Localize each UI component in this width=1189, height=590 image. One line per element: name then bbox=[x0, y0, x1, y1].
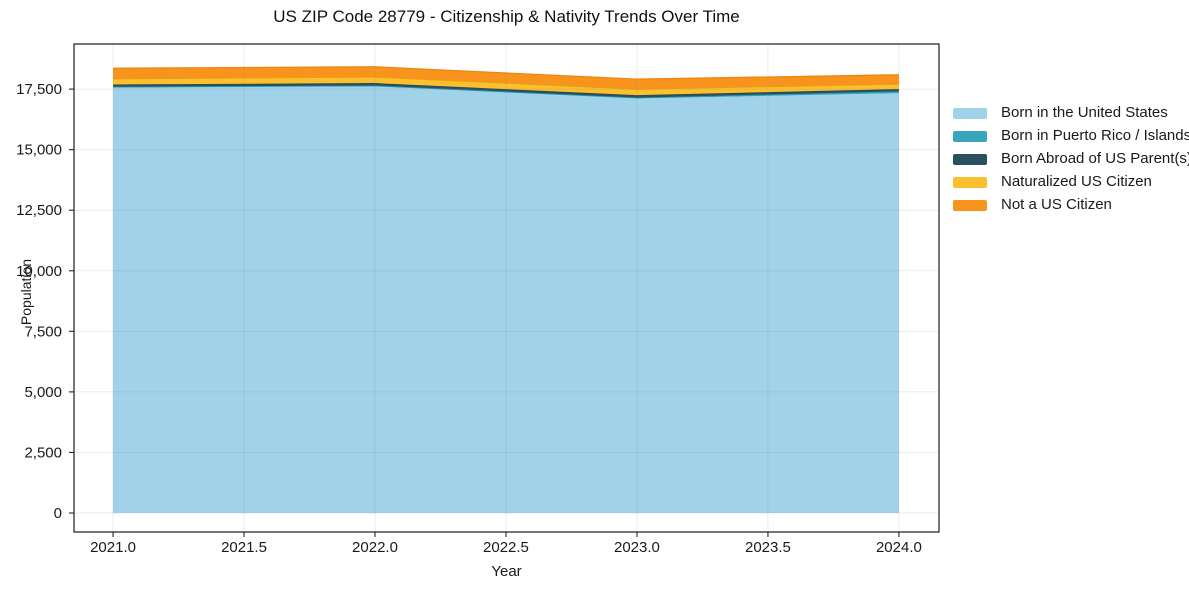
legend-swatch-icon bbox=[953, 130, 987, 142]
x-tick-label: 2024.0 bbox=[876, 539, 922, 556]
area-band-0 bbox=[113, 86, 899, 514]
legend-label: Born Abroad of US Parent(s) bbox=[1001, 150, 1189, 167]
legend-swatch-icon bbox=[953, 176, 987, 188]
x-axis-ticks: 2021.0 2021.5 2022.0 2022.5 2023.0 2023.5 2024… bbox=[90, 532, 922, 556]
x-tick-label: 2021.0 bbox=[90, 539, 136, 556]
area-series bbox=[113, 66, 899, 514]
area-band-4 bbox=[113, 66, 899, 90]
x-tick-label: 2021.5 bbox=[221, 539, 267, 556]
y-tick-label: 17,500 bbox=[16, 81, 62, 98]
legend-swatch-icon bbox=[953, 107, 987, 119]
legend-item-1: Born in Puerto Rico / Islands bbox=[953, 127, 1189, 145]
y-tick-label: 15,000 bbox=[16, 142, 62, 159]
legend-label: Not a US Citizen bbox=[1001, 196, 1112, 213]
x-tick-label: 2022.5 bbox=[483, 539, 529, 556]
legend-swatch-icon bbox=[953, 153, 987, 165]
y-axis-label: Population bbox=[18, 258, 34, 326]
legend-item-3: Naturalized US Citizen bbox=[953, 173, 1189, 191]
x-tick-label: 2022.0 bbox=[352, 539, 398, 556]
chart-legend: Born in the United States Born in Puerto … bbox=[953, 104, 1189, 214]
legend-label: Born in the United States bbox=[1001, 104, 1168, 121]
y-tick-label: 10,000 bbox=[16, 263, 62, 280]
gridlines bbox=[74, 44, 939, 532]
legend-item-0: Born in the United States bbox=[953, 104, 1189, 122]
legend-label: Naturalized US Citizen bbox=[1001, 173, 1152, 190]
y-tick-label: 12,500 bbox=[16, 202, 62, 219]
y-axis-ticks: 0 2,500 5,000 7,500 10,000 12,500 15,000 17,500 bbox=[16, 81, 74, 522]
legend-item-2: Born Abroad of US Parent(s) bbox=[953, 150, 1189, 168]
x-tick-label: 2023.5 bbox=[745, 539, 791, 556]
area-band-edge-4 bbox=[113, 66, 899, 80]
y-tick-label: 0 bbox=[54, 505, 62, 522]
legend-label: Born in Puerto Rico / Islands bbox=[1001, 127, 1189, 144]
legend-item-4: Not a US Citizen bbox=[953, 196, 1189, 214]
area-band-3 bbox=[113, 76, 899, 96]
y-tick-label: 5,000 bbox=[24, 384, 62, 401]
x-axis-label: Year bbox=[491, 563, 522, 580]
x-tick-label: 2023.0 bbox=[614, 539, 660, 556]
y-tick-label: 7,500 bbox=[24, 323, 62, 340]
legend-swatch-icon bbox=[953, 199, 987, 211]
chart-title: US ZIP Code 28779 - Citizenship & Nativi… bbox=[273, 7, 740, 26]
y-tick-label: 2,500 bbox=[24, 444, 62, 461]
